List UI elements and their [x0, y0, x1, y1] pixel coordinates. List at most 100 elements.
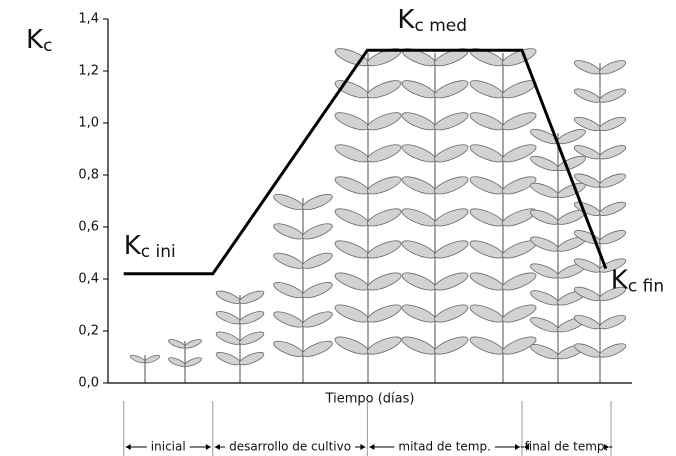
plant-leaf [273, 340, 304, 357]
plant-leaf [401, 336, 437, 355]
plant-leaf [366, 336, 402, 355]
plant-leaf [401, 176, 437, 195]
plant-leaf [501, 208, 537, 227]
stage-arrowhead [369, 444, 375, 450]
plant-leaf [168, 339, 186, 349]
plant-leaf [401, 144, 437, 163]
plant-leaf [334, 304, 370, 323]
plant-leaf [215, 352, 241, 366]
plant-leaf [334, 336, 370, 355]
annotation-sub: c med [414, 16, 467, 36]
plant-leaf [433, 304, 469, 323]
plant-leaf [144, 354, 161, 364]
plant-leaf [334, 144, 370, 163]
plant-leaf [433, 144, 469, 163]
y-tick-label: 0,0 [78, 376, 99, 391]
plant-leaf [599, 315, 627, 330]
x-axis-label: Tiempo (días) [325, 392, 415, 407]
plant-leaf [366, 80, 402, 99]
stage-label: inicial [151, 440, 186, 454]
stage-arrowhead [604, 444, 610, 450]
plant-leaf [302, 223, 333, 240]
plant-leaf [366, 272, 402, 291]
plant-leaf [530, 209, 559, 225]
plant-leaf [469, 176, 505, 195]
plant-leaf [401, 80, 437, 99]
plant-leaf [302, 311, 333, 328]
plant-leaf [215, 331, 241, 345]
plant-leaf [573, 60, 601, 75]
y-tick-label: 0,6 [78, 220, 99, 235]
plant-leaf [501, 272, 537, 291]
plant-leaf [599, 88, 627, 103]
plant-illustrations [129, 48, 627, 383]
plant-leaf [530, 344, 559, 360]
plant-leaf [469, 272, 505, 291]
plant-leaf [239, 331, 265, 345]
plant-leaf [302, 193, 333, 211]
plant-leaf [557, 128, 586, 145]
plant-leaf [401, 208, 437, 227]
plant-leaf [530, 317, 559, 333]
plant-leaf [501, 144, 537, 163]
plant-leaf [469, 304, 505, 323]
plant-leaf [501, 176, 537, 195]
plant-leaf [168, 357, 186, 367]
plant-leaf [273, 252, 304, 269]
plant-leaf [366, 208, 402, 227]
plant-leaf [401, 272, 437, 291]
plant-leaf [469, 208, 505, 227]
plant-leaf [573, 88, 601, 103]
plant-leaf [433, 80, 469, 99]
annotation-main: K [124, 230, 142, 260]
plant-leaf [302, 252, 333, 269]
plant-leaf [302, 282, 333, 299]
plant-leaf [366, 304, 402, 323]
plant-leaf [273, 282, 304, 299]
plant-leaf [530, 182, 559, 198]
stage-label: mitad de temp. [398, 440, 491, 454]
plant-leaf [273, 311, 304, 328]
plant-leaf [273, 223, 304, 240]
plant-leaf [599, 230, 627, 245]
plant-leaf [530, 155, 559, 172]
y-label-sub: c [43, 36, 52, 56]
y-tick-label: 1,4 [78, 12, 99, 27]
y-tick-label: 1,2 [78, 64, 99, 79]
y-tick-label: 0,4 [78, 272, 99, 287]
plant-leaf [366, 240, 402, 259]
stage-arrowhead [523, 444, 529, 450]
plant-leaf [433, 112, 469, 131]
plant-leaf [401, 240, 437, 259]
plant-leaf [599, 116, 627, 132]
y-label-main: K [26, 25, 44, 55]
stage-label: final de temp. [525, 440, 609, 454]
plant-leaf [215, 290, 241, 304]
plant-leaf [501, 112, 537, 131]
plant-leaf [334, 112, 370, 131]
plant-leaf [129, 354, 146, 364]
plant-leaf [501, 304, 537, 323]
plant-leaf [599, 343, 627, 358]
plant-leaf [469, 240, 505, 259]
plant-leaf [469, 144, 505, 163]
plant-leaf [501, 336, 537, 355]
y-tick-label: 1,0 [78, 116, 99, 131]
plant-leaf [433, 208, 469, 227]
plant-leaf [273, 193, 304, 211]
stage-label: desarrollo de cultivo [229, 440, 351, 454]
plant-leaf [401, 304, 437, 323]
kc-annotation: Kc med [397, 5, 467, 37]
plant-leaf [433, 240, 469, 259]
plant-leaf [469, 80, 505, 99]
plant-leaf [334, 208, 370, 227]
stage-arrowhead [125, 444, 131, 450]
kc-annotation: Kc fin [611, 265, 664, 297]
plant-leaf [302, 340, 333, 357]
plant-leaf [433, 272, 469, 291]
plant-leaf [366, 112, 402, 131]
annotation-sub: c fin [628, 277, 664, 297]
plant-leaf [239, 290, 265, 304]
plant-leaf [599, 145, 627, 160]
